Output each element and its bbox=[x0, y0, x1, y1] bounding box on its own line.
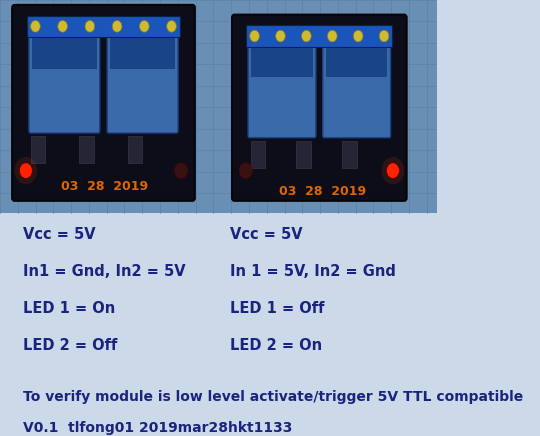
Circle shape bbox=[167, 20, 177, 32]
Circle shape bbox=[15, 157, 37, 184]
Circle shape bbox=[239, 163, 252, 178]
Text: LED 2 = On: LED 2 = On bbox=[231, 338, 322, 353]
Bar bbox=[28, 16, 180, 37]
Bar bbox=[0, 0, 436, 212]
Text: LED 1 = On: LED 1 = On bbox=[23, 301, 115, 316]
Text: In1 = Gnd, In2 = 5V: In1 = Gnd, In2 = 5V bbox=[23, 264, 185, 279]
Bar bbox=[111, 34, 175, 69]
Circle shape bbox=[275, 30, 285, 42]
FancyBboxPatch shape bbox=[29, 30, 100, 133]
FancyBboxPatch shape bbox=[12, 5, 195, 201]
Text: Vcc = 5V: Vcc = 5V bbox=[231, 227, 303, 242]
Circle shape bbox=[327, 30, 337, 42]
Circle shape bbox=[58, 20, 68, 32]
Circle shape bbox=[112, 20, 122, 32]
Bar bbox=[32, 34, 97, 69]
Circle shape bbox=[85, 20, 94, 32]
Circle shape bbox=[139, 20, 149, 32]
FancyBboxPatch shape bbox=[232, 15, 407, 201]
Text: Vcc = 5V: Vcc = 5V bbox=[23, 227, 95, 242]
Text: To verify module is low level activate/trigger 5V TTL compatible: To verify module is low level activate/t… bbox=[23, 390, 523, 404]
Text: 03  28  2019: 03 28 2019 bbox=[60, 180, 148, 193]
FancyBboxPatch shape bbox=[107, 30, 178, 133]
Bar bbox=[79, 136, 94, 163]
Bar bbox=[342, 140, 357, 168]
Circle shape bbox=[379, 30, 389, 42]
Text: V0.1  tlfong01 2019mar28hkt1133: V0.1 tlfong01 2019mar28hkt1133 bbox=[23, 421, 292, 435]
Circle shape bbox=[174, 163, 187, 178]
Circle shape bbox=[387, 163, 400, 178]
Text: LED 1 = Off: LED 1 = Off bbox=[231, 301, 325, 316]
Bar bbox=[31, 136, 45, 163]
FancyBboxPatch shape bbox=[323, 40, 390, 138]
Bar bbox=[251, 140, 265, 168]
Bar bbox=[296, 140, 311, 168]
Text: In 1 = 5V, In2 = Gnd: In 1 = 5V, In2 = Gnd bbox=[231, 264, 396, 279]
Circle shape bbox=[353, 30, 363, 42]
Bar bbox=[128, 136, 142, 163]
Bar bbox=[326, 44, 387, 77]
Circle shape bbox=[19, 163, 32, 178]
Circle shape bbox=[382, 157, 404, 184]
Bar bbox=[246, 25, 392, 47]
Bar bbox=[251, 44, 313, 77]
Circle shape bbox=[301, 30, 311, 42]
Text: LED 2 = Off: LED 2 = Off bbox=[23, 338, 117, 353]
Circle shape bbox=[249, 30, 259, 42]
Circle shape bbox=[31, 20, 40, 32]
FancyBboxPatch shape bbox=[248, 40, 316, 138]
Text: 03  28  2019: 03 28 2019 bbox=[279, 185, 366, 198]
